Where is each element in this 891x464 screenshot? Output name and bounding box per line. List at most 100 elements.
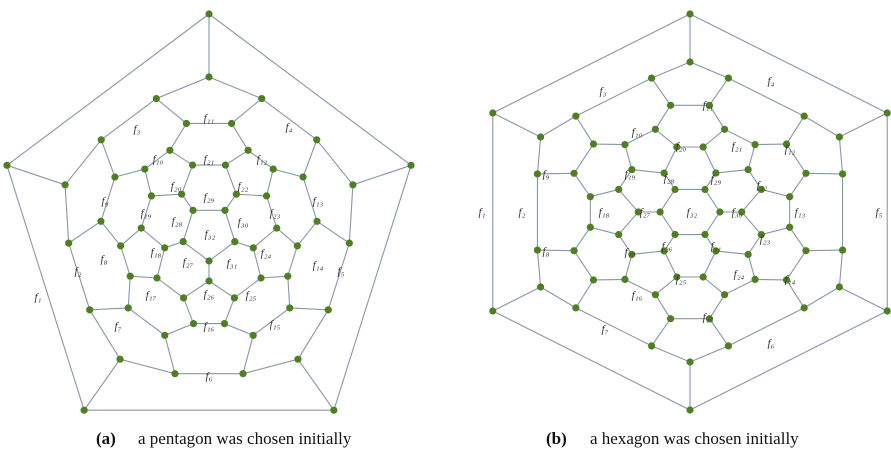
- vertex: [230, 294, 239, 302]
- vertex: [628, 250, 636, 259]
- edge: [316, 139, 354, 186]
- edge: [64, 139, 102, 186]
- vertex: [800, 112, 808, 120]
- edge: [252, 247, 262, 279]
- edge: [786, 143, 807, 174]
- edge: [838, 136, 844, 175]
- vertex: [648, 342, 656, 350]
- face-label: f₂₄: [261, 248, 272, 260]
- face-label: f₃₂: [687, 207, 698, 219]
- face-label: f₁₁: [204, 113, 215, 125]
- face-label: f₁₅: [703, 312, 714, 324]
- edge: [540, 115, 577, 138]
- edge: [803, 115, 840, 138]
- vertex: [313, 217, 321, 225]
- vertex: [189, 320, 198, 328]
- vertex: [660, 247, 668, 255]
- face-label: f₁₂: [785, 144, 796, 156]
- edge: [181, 164, 194, 195]
- edge: [624, 128, 656, 146]
- vertex: [586, 223, 594, 231]
- edge: [169, 123, 187, 151]
- edge: [144, 168, 152, 197]
- vertex: [324, 306, 332, 314]
- edge: [618, 234, 633, 255]
- edge: [786, 279, 805, 309]
- edge: [839, 112, 888, 138]
- face-label: f₂₆: [662, 241, 673, 253]
- edge: [287, 245, 298, 277]
- edge: [492, 112, 541, 138]
- edge: [297, 309, 329, 360]
- edge: [663, 250, 678, 278]
- vertex: [166, 146, 174, 154]
- edge: [302, 176, 318, 222]
- vertex: [249, 244, 257, 252]
- edge: [651, 318, 672, 347]
- vertex: [161, 244, 169, 252]
- vertex: [651, 125, 659, 133]
- edge: [689, 13, 888, 114]
- face-label: f₁₅: [270, 319, 281, 331]
- face-label: f₂₂: [238, 181, 249, 193]
- edge: [208, 13, 412, 166]
- edge: [689, 345, 729, 363]
- edge: [276, 227, 298, 247]
- edge: [631, 250, 665, 255]
- edge: [100, 220, 122, 247]
- caption: a hexagon was chosen initially: [590, 429, 799, 448]
- vertex: [666, 315, 675, 323]
- vertex: [615, 230, 623, 239]
- edge: [593, 278, 625, 281]
- edge: [805, 172, 843, 175]
- edge: [755, 143, 787, 146]
- edge: [724, 128, 756, 146]
- edge: [348, 184, 354, 244]
- face-label: f₄: [286, 122, 293, 134]
- vertex: [61, 181, 69, 189]
- vertex: [744, 165, 752, 174]
- edge: [702, 250, 717, 278]
- edge: [208, 280, 235, 299]
- vertex: [686, 58, 694, 66]
- edge: [231, 98, 263, 124]
- edge: [575, 307, 652, 347]
- edge: [100, 139, 116, 178]
- edge: [590, 226, 619, 236]
- edge: [747, 144, 756, 170]
- edge: [590, 188, 619, 198]
- edge: [708, 77, 729, 106]
- vertex: [137, 224, 145, 232]
- face-label: f₂₇: [640, 207, 651, 219]
- vertex: [782, 276, 791, 284]
- vertex: [721, 291, 729, 299]
- edge: [89, 309, 121, 360]
- vertex: [299, 173, 307, 181]
- edge: [68, 220, 102, 244]
- face-label: f₃: [600, 86, 607, 98]
- vertex: [294, 355, 302, 363]
- vertex: [666, 101, 675, 109]
- face-label: f₈: [543, 246, 550, 258]
- vertex: [835, 283, 843, 291]
- vertex: [153, 274, 161, 282]
- vertex: [615, 185, 623, 194]
- vertex: [182, 119, 191, 128]
- edge: [252, 307, 291, 336]
- edge: [747, 254, 756, 280]
- edge: [140, 195, 152, 229]
- edge: [242, 358, 299, 375]
- vertex: [757, 185, 765, 194]
- edge: [6, 165, 85, 411]
- edge: [155, 98, 187, 124]
- vertex: [738, 208, 746, 216]
- face-label: f₇: [115, 321, 122, 333]
- face-label: f₃₀: [238, 217, 249, 229]
- edge: [208, 76, 262, 100]
- edge: [252, 227, 278, 249]
- face-label: f₃₁: [227, 258, 238, 270]
- vertex: [188, 161, 197, 169]
- edge: [575, 77, 652, 117]
- vertex: [533, 170, 542, 178]
- face-label: f₂₃: [270, 208, 281, 220]
